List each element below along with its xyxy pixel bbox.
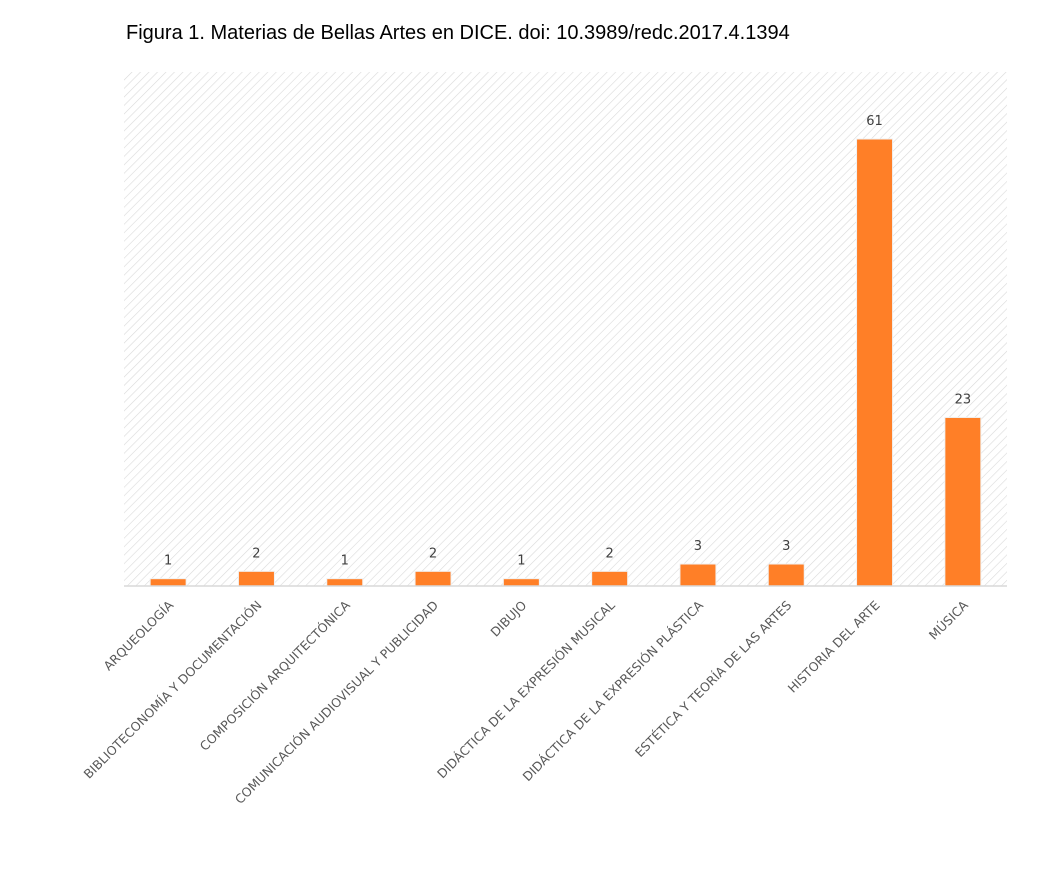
- data-label-5: 1: [517, 554, 525, 569]
- category-label-10: MÚSICA: [926, 597, 971, 642]
- data-label-3: 1: [341, 554, 349, 569]
- bar-2: [237, 570, 275, 587]
- bar-6: [591, 570, 629, 587]
- bar-3: [326, 578, 364, 587]
- bar-9: [856, 138, 894, 587]
- category-label-7: DIDÁCTICA DE LA EXPRESIÓN PLÁSTICA: [519, 597, 706, 784]
- bar-8: [767, 563, 805, 587]
- bar-10: [944, 416, 982, 587]
- data-label-9: 61: [866, 114, 883, 129]
- bar-1: [149, 578, 187, 587]
- data-label-10: 23: [955, 392, 972, 407]
- category-label-1: ARQUEOLOGÍA: [100, 597, 176, 673]
- category-label-5: DIBUJO: [487, 597, 529, 639]
- data-label-2: 2: [252, 546, 260, 561]
- category-label-6: DIDÁCTICA DE LA EXPRESIÓN MUSICAL: [434, 597, 618, 781]
- category-label-3: COMPOSICIÓN ARQUITECTÓNICA: [197, 597, 354, 754]
- figure-caption: Figura 1. Materias de Bellas Artes en DI…: [126, 22, 790, 44]
- category-label-2: BIBLIOTECONOMÍA Y DOCUMENTACIÓN: [81, 598, 265, 782]
- category-label-9: HISTORIA DEL ARTE: [785, 597, 883, 695]
- data-label-1: 1: [164, 554, 172, 569]
- bar-5: [502, 578, 540, 587]
- bar-4: [414, 570, 452, 587]
- data-label-8: 3: [782, 539, 790, 554]
- bar-7: [679, 563, 717, 587]
- category-label-8: ESTÉTICA Y TEORÍA DE LAS ARTES: [632, 597, 795, 760]
- data-label-6: 2: [606, 546, 614, 561]
- data-label-7: 3: [694, 539, 702, 554]
- data-label-4: 2: [429, 546, 437, 561]
- category-label-4: COMUNICACIÓN AUDIOVISUAL Y PUBLICIDAD: [232, 598, 441, 807]
